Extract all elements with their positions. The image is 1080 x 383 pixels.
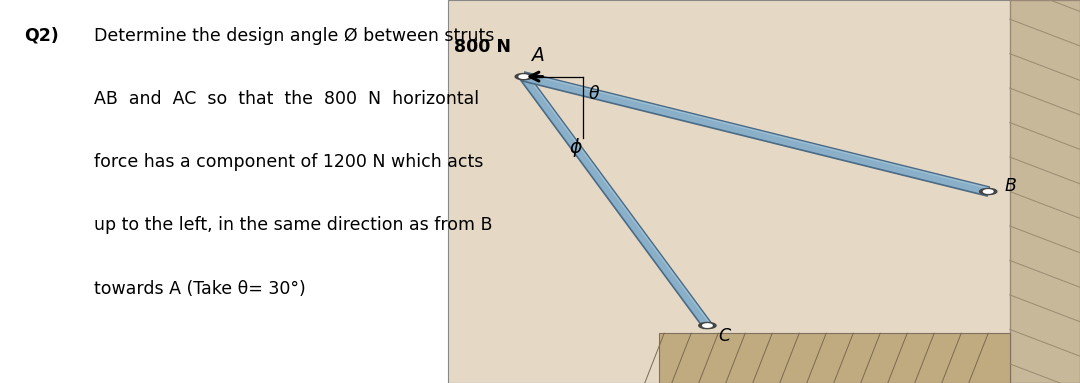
Text: A: A <box>532 46 545 65</box>
Circle shape <box>699 322 716 329</box>
Text: 800 N: 800 N <box>454 38 511 56</box>
Polygon shape <box>523 72 989 196</box>
Text: C: C <box>718 327 730 345</box>
Text: AB  and  AC  so  that  the  800  N  horizontal: AB and AC so that the 800 N horizontal <box>94 90 480 108</box>
Text: Q2): Q2) <box>24 27 58 45</box>
Text: towards A (Take θ= 30°): towards A (Take θ= 30°) <box>94 280 306 298</box>
Circle shape <box>984 190 993 193</box>
Circle shape <box>519 75 528 78</box>
Text: force has a component of 1200 N which acts: force has a component of 1200 N which ac… <box>94 153 484 171</box>
Polygon shape <box>525 73 989 189</box>
Bar <box>659 333 1010 383</box>
Circle shape <box>515 74 532 80</box>
Circle shape <box>980 188 997 195</box>
Bar <box>448 0 1080 383</box>
Text: Determine the design angle Ø between struts: Determine the design angle Ø between str… <box>94 27 495 45</box>
Text: up to the left, in the same direction as from B: up to the left, in the same direction as… <box>94 216 492 234</box>
Text: θ: θ <box>589 85 599 103</box>
Polygon shape <box>521 74 711 328</box>
Text: ϕ: ϕ <box>569 138 582 157</box>
Circle shape <box>703 324 712 327</box>
Bar <box>1010 0 1080 383</box>
Polygon shape <box>526 74 711 324</box>
Text: B: B <box>1004 177 1016 195</box>
